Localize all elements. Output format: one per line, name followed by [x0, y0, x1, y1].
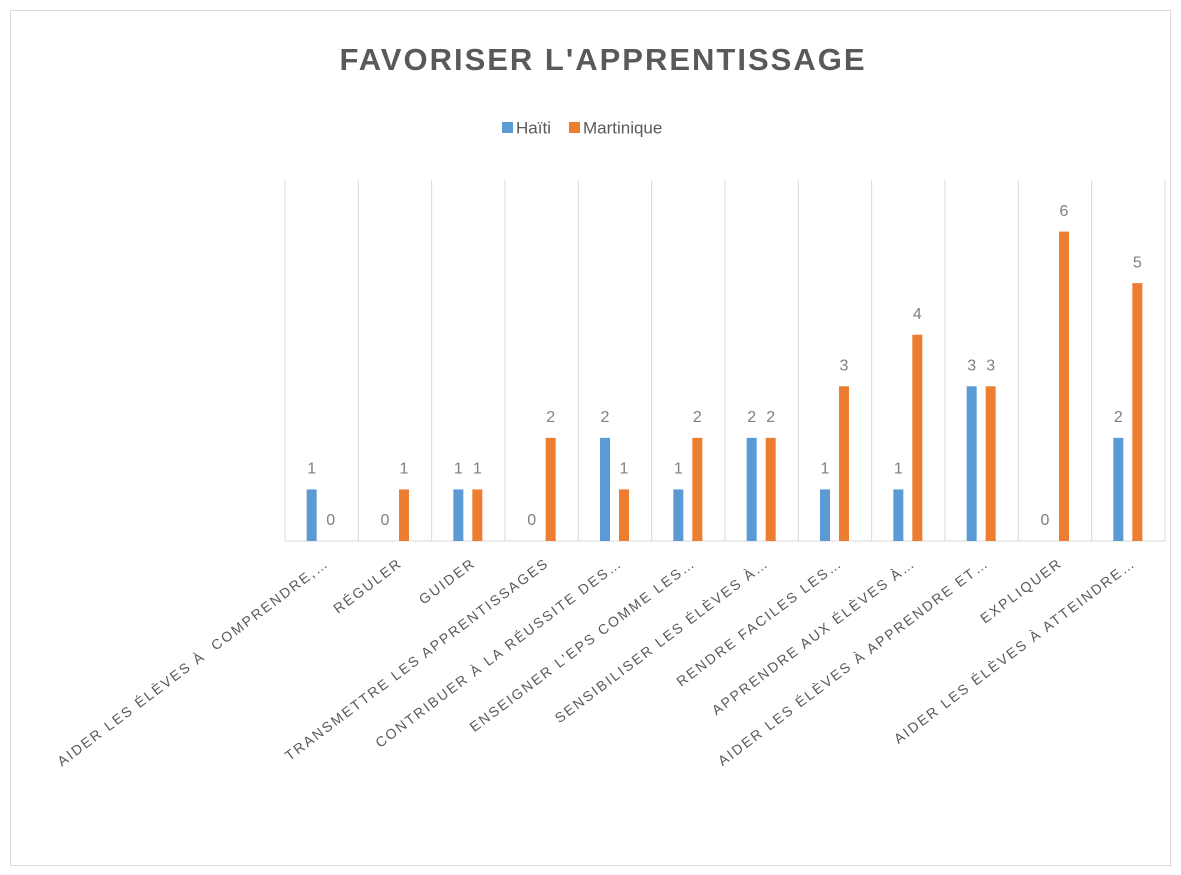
data-label: 1: [821, 461, 830, 478]
data-label: 2: [1114, 409, 1123, 426]
bar: [746, 437, 757, 541]
bar: [472, 489, 483, 541]
chart-border: [10, 10, 1171, 866]
legend-swatch: [502, 122, 513, 133]
data-label: 3: [967, 358, 976, 375]
bar: [600, 437, 610, 541]
data-label: 2: [546, 409, 555, 426]
legend-label: Haïti: [516, 118, 551, 137]
bar: [545, 437, 556, 541]
data-label: 1: [674, 461, 683, 478]
bar: [985, 386, 996, 541]
data-label: 1: [473, 461, 482, 478]
bar: [306, 489, 317, 541]
data-label: 2: [601, 409, 610, 426]
bar: [765, 437, 776, 541]
data-label: 1: [307, 461, 316, 478]
data-label: 1: [454, 461, 463, 478]
data-label: 1: [894, 461, 903, 478]
bar: [619, 489, 629, 541]
bar: [692, 437, 703, 541]
data-label: 3: [840, 358, 849, 375]
bar: [673, 489, 684, 541]
bar: [820, 489, 830, 541]
data-label: 0: [326, 512, 335, 529]
data-label: 2: [766, 409, 775, 426]
bar: [1113, 437, 1124, 541]
data-label: 2: [747, 409, 756, 426]
bar: [912, 334, 923, 541]
data-label: 0: [1041, 512, 1050, 529]
data-label: 0: [527, 512, 536, 529]
bar: [1132, 283, 1143, 541]
data-label: 6: [1060, 203, 1069, 220]
bar: [1059, 231, 1069, 542]
bar: [893, 489, 904, 541]
data-label: 3: [986, 358, 995, 375]
chart-title: FAVORISER L'APPRENTISSAGE: [339, 42, 866, 77]
bar: [839, 386, 849, 541]
legend-label: Martinique: [583, 118, 662, 137]
bar: [966, 386, 977, 541]
data-label: 4: [913, 306, 922, 323]
bar: [399, 489, 409, 541]
data-label: 0: [381, 512, 390, 529]
data-label: 1: [400, 461, 409, 478]
data-label: 5: [1133, 254, 1142, 271]
legend-swatch: [568, 122, 580, 133]
data-label: 2: [693, 409, 702, 426]
data-label: 1: [620, 461, 629, 478]
bar: [453, 489, 464, 541]
